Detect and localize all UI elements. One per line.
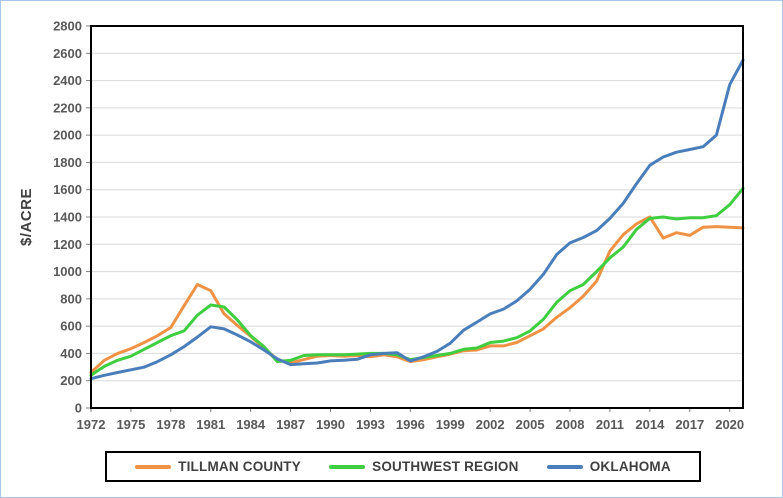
legend-item-oklahoma: OKLAHOMA: [546, 459, 671, 474]
y-axis-tick-label: 2200: [53, 100, 82, 115]
southwest-region-line-swatch-icon: [329, 464, 366, 469]
y-axis-tick-label: 2600: [53, 46, 82, 61]
x-axis-tick-label: 2002: [476, 417, 505, 432]
y-axis-tick-label: 0: [75, 401, 82, 416]
y-axis-tick-label: 2800: [53, 19, 82, 34]
y-axis-tick-label: 600: [60, 319, 82, 334]
y-axis-title: $/ACRE: [18, 188, 35, 246]
x-axis-tick-label: 1984: [236, 417, 266, 432]
y-axis-tick-label: 1800: [53, 155, 82, 170]
chart-line-southwest-region: [89, 186, 745, 377]
y-axis-tick-label: 800: [60, 291, 82, 306]
x-axis-tick-label: 1996: [396, 417, 425, 432]
chart-line-tillman-county: [89, 215, 745, 374]
x-axis-tick-label: 1993: [356, 417, 385, 432]
y-axis-tick-label: 1000: [53, 264, 82, 279]
x-axis-tick-label: 1999: [436, 417, 465, 432]
y-axis-tick-label: 1200: [53, 237, 82, 252]
x-axis-tick-label: 2011: [596, 417, 624, 432]
x-axis-tick-label: 1978: [156, 417, 185, 432]
chart-legend: TILLMAN COUNTY SOUTHWEST REGION OKLAHOMA: [105, 451, 701, 482]
x-axis-tick-label: 1987: [276, 417, 305, 432]
x-axis-tick-label: 2017: [675, 417, 704, 432]
oklahoma-line-swatch-icon: [546, 464, 583, 469]
y-axis-tick-label: 2400: [53, 73, 82, 88]
legend-item-southwest-region: SOUTHWEST REGION: [329, 459, 518, 474]
x-axis-tick-label: 1981: [196, 417, 225, 432]
legend-label-tillman-county: TILLMAN COUNTY: [178, 459, 301, 474]
legend-label-oklahoma: OKLAHOMA: [589, 459, 671, 474]
x-axis-tick-label: 2014: [635, 417, 665, 432]
y-axis-tick-label: 200: [60, 373, 82, 388]
x-axis-tick-label: 2020: [715, 417, 744, 432]
x-axis-tick-label: 1972: [77, 417, 106, 432]
chart-line-oklahoma: [89, 58, 745, 381]
x-axis-tick-label: 2008: [556, 417, 585, 432]
y-axis-tick-label: 2000: [53, 128, 82, 143]
x-axis-tick-label: 2005: [516, 417, 545, 432]
y-axis-tick-label: 400: [60, 346, 82, 361]
tillman-county-line-swatch-icon: [135, 464, 172, 469]
legend-label-southwest-region: SOUTHWEST REGION: [372, 459, 519, 474]
x-axis-tick-label: 1990: [316, 417, 345, 432]
x-axis-tick-label: 1975: [116, 417, 145, 432]
plot-area-border: [90, 25, 744, 409]
y-axis-tick-label: 1600: [53, 182, 82, 197]
legend-item-tillman-county: TILLMAN COUNTY: [135, 459, 301, 474]
y-axis-tick-label: 1400: [53, 210, 82, 225]
